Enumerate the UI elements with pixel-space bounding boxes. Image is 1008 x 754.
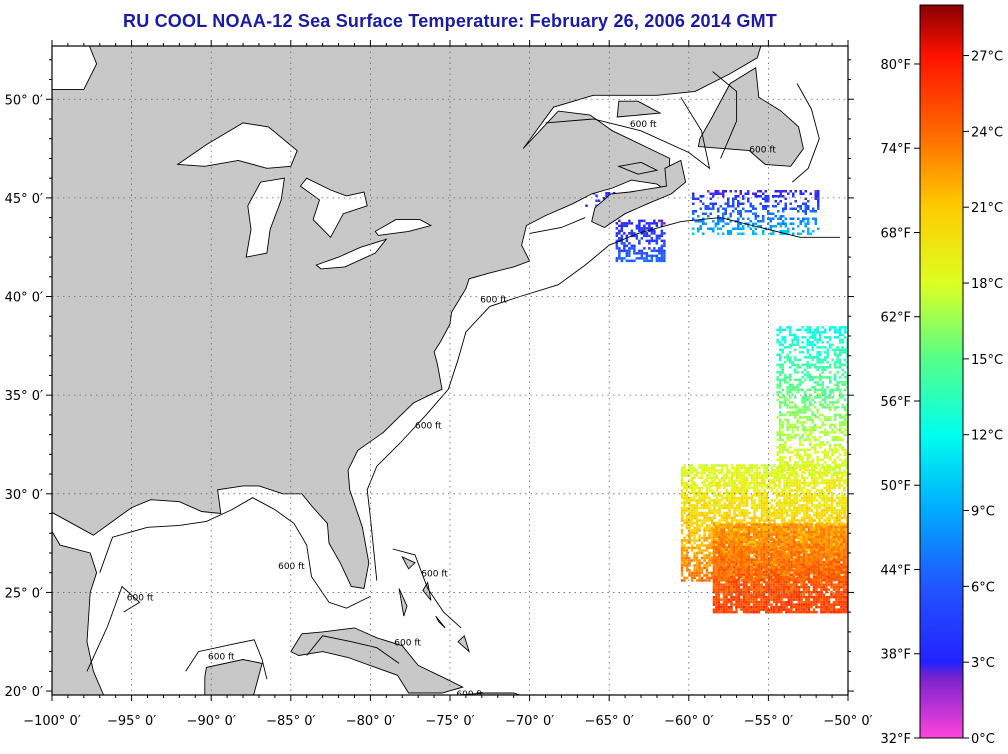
prince-edward-island xyxy=(617,161,659,175)
x-tick-label: −75° 0′ xyxy=(425,714,474,729)
bahamas-island-0 xyxy=(401,555,416,570)
laurentian-channel-contour xyxy=(545,97,711,170)
gulf-west-contour xyxy=(86,585,141,672)
bahamas-island-1 xyxy=(398,588,408,617)
celsius-tick-label: 3°C xyxy=(971,656,995,671)
sargasso-cool-patch xyxy=(776,326,848,477)
cuba xyxy=(290,627,464,694)
lake-winnipeg xyxy=(52,46,98,90)
fahrenheit-tick-label: 74°F xyxy=(880,142,911,157)
y-tick-label: 20° 0′ xyxy=(5,685,43,700)
fahrenheit-tick-label: 62°F xyxy=(880,311,911,326)
x-tick-label: −55° 0′ xyxy=(744,714,793,729)
x-tick-label: −70° 0′ xyxy=(505,714,554,729)
grand-banks-patch xyxy=(692,190,820,235)
lake-ontario xyxy=(374,219,433,236)
contour-label-2: 600 ft xyxy=(278,562,305,572)
gulf-of-maine-patch xyxy=(615,219,666,263)
x-tick-label: −85° 0′ xyxy=(266,714,315,729)
contour-label-8: 600 ft xyxy=(456,690,483,700)
axis-ticks: −100° 0′ −95° 0′ −90° 0′ −85° 0′ −80° 0′ −75°… xyxy=(5,40,873,729)
fahrenheit-tick-label: 32°F xyxy=(880,732,911,747)
celsius-tick-label: 27°C xyxy=(971,50,1003,65)
fahrenheit-tick-label: 50°F xyxy=(880,479,911,494)
north-america-land xyxy=(52,46,762,590)
x-tick-label: −60° 0′ xyxy=(664,714,713,729)
fahrenheit-tick-label: 44°F xyxy=(880,563,911,578)
newfoundland-east-contour xyxy=(792,83,820,183)
gulf-of-maine-contour xyxy=(529,217,586,234)
grid-lines xyxy=(52,46,848,695)
celsius-tick-label: 9°C xyxy=(971,505,995,520)
bahamas-island-3 xyxy=(435,615,446,629)
nova-scotia xyxy=(591,159,687,229)
lake-huron xyxy=(299,177,368,239)
contour-label-7: 600 ft xyxy=(394,639,421,649)
gulf-shelf-contour xyxy=(99,497,371,609)
bahamas-island-4 xyxy=(457,634,470,654)
x-tick-label: −80° 0′ xyxy=(346,714,395,729)
celsius-tick-label: 0°C xyxy=(971,732,995,747)
colorbar-ticks: 0°C 3°C 6°C 9°C 12°C 15°C 18°C 21°C 24°C 27°C 32°F… xyxy=(880,50,1003,747)
y-tick-label: 50° 0′ xyxy=(5,93,43,108)
colorbar-gradient xyxy=(919,4,964,739)
contour-label-3: 600 ft xyxy=(480,295,507,305)
x-tick-label: −100° 0′ xyxy=(23,714,81,729)
contour-label-5: 600 ft xyxy=(749,146,776,156)
celsius-tick-label: 12°C xyxy=(971,429,1003,444)
y-tick-label: 35° 0′ xyxy=(5,389,43,404)
fahrenheit-tick-label: 38°F xyxy=(880,648,911,663)
contour-label-1: 600 ft xyxy=(208,653,235,663)
fahrenheit-tick-label: 80°F xyxy=(880,58,911,73)
newfoundland xyxy=(697,66,804,167)
celsius-tick-label: 6°C xyxy=(971,580,995,595)
map-title: RU COOL NOAA-12 Sea Surface Temperature:… xyxy=(123,11,777,31)
x-tick-label: −50° 0′ xyxy=(823,714,872,729)
fahrenheit-tick-label: 56°F xyxy=(880,395,911,410)
celsius-tick-label: 15°C xyxy=(971,353,1003,368)
celsius-tick-label: 18°C xyxy=(971,277,1003,292)
celsius-tick-label: 24°C xyxy=(971,125,1003,140)
contour-label-4: 600 ft xyxy=(415,422,442,432)
contour-label-6: 600 ft xyxy=(630,120,657,130)
x-tick-label: −95° 0′ xyxy=(107,714,156,729)
anticosti-island xyxy=(616,100,662,118)
lake-superior xyxy=(176,122,298,169)
x-tick-label: −65° 0′ xyxy=(585,714,634,729)
lake-erie xyxy=(315,238,388,270)
newfoundland-west-contour xyxy=(712,71,738,159)
cuba-contour xyxy=(306,635,400,664)
sst-data-layer xyxy=(585,190,848,614)
y-tick-label: 30° 0′ xyxy=(5,488,43,503)
x-tick-label: −90° 0′ xyxy=(187,714,236,729)
fahrenheit-tick-label: 68°F xyxy=(880,226,911,241)
yucatan-peninsula xyxy=(204,659,263,695)
y-tick-label: 40° 0′ xyxy=(5,291,43,306)
y-tick-label: 25° 0′ xyxy=(5,586,43,601)
y-tick-label: 45° 0′ xyxy=(5,192,43,207)
celsius-tick-label: 21°C xyxy=(971,201,1003,216)
contour-label-0: 600 ft xyxy=(127,593,154,603)
yucatan-contour xyxy=(185,639,268,680)
subtropical-warm-patch xyxy=(712,523,848,614)
contour-label-9: 600 ft xyxy=(421,570,448,580)
bahamas-contour xyxy=(392,548,462,629)
